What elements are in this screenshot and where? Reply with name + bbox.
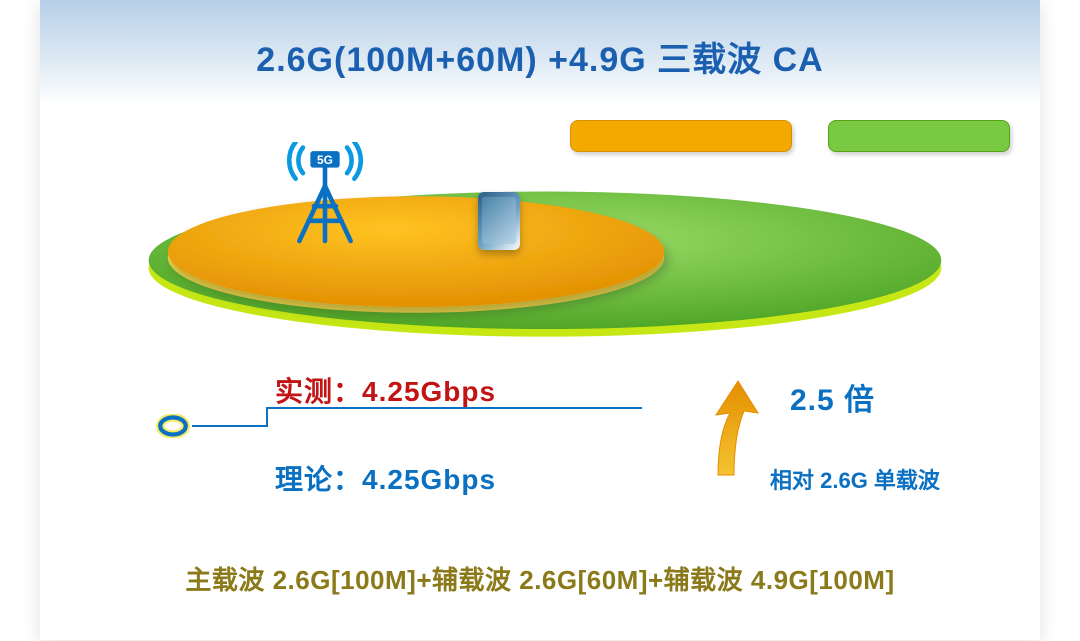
title-bar: 2.6G(100M+60M) +4.9G 三载波 CA — [40, 0, 1040, 105]
tablet-device-icon — [478, 192, 520, 250]
measured-value: 4.25Gbps — [362, 376, 496, 407]
measured-line: 实测：4.25Gbps — [275, 370, 496, 410]
cell-tower-5g-icon: 5G — [270, 142, 380, 252]
up-arrow-icon — [704, 379, 764, 479]
theoretical-value: 4.25Gbps — [362, 464, 496, 495]
slide-card: 2.6G(100M+60M) +4.9G 三载波 CA — [40, 0, 1040, 640]
svg-text:5G: 5G — [317, 153, 333, 167]
slide-title: 2.6G(100M+60M) +4.9G 三载波 CA — [256, 32, 823, 81]
bottom-caption: 主载波 2.6G[100M]+辅载波 2.6G[60M]+辅载波 4.9G[10… — [40, 560, 1040, 597]
theoretical-label: 理论： — [275, 464, 362, 495]
coverage-ellipses — [120, 160, 970, 351]
legend-pill-2-6g — [570, 120, 792, 152]
measured-label: 实测： — [275, 376, 362, 407]
measurement-block: 实测：4.25Gbps 理论：4.25Gbps — [150, 370, 690, 510]
separator-line — [192, 406, 642, 436]
coverage-diagram: 5G — [120, 160, 970, 350]
multiplier-subtext: 相对 2.6G 单载波 — [770, 463, 1000, 495]
theoretical-line: 理论：4.25Gbps — [275, 458, 496, 498]
multiplier-value: 2.5 倍 — [790, 375, 1000, 419]
legend — [570, 120, 1010, 152]
bullet-ring-icon — [156, 414, 190, 438]
multiplier-block: 2.5 倍 相对 2.6G 单载波 — [680, 375, 1000, 495]
legend-pill-4-9g — [828, 120, 1010, 152]
